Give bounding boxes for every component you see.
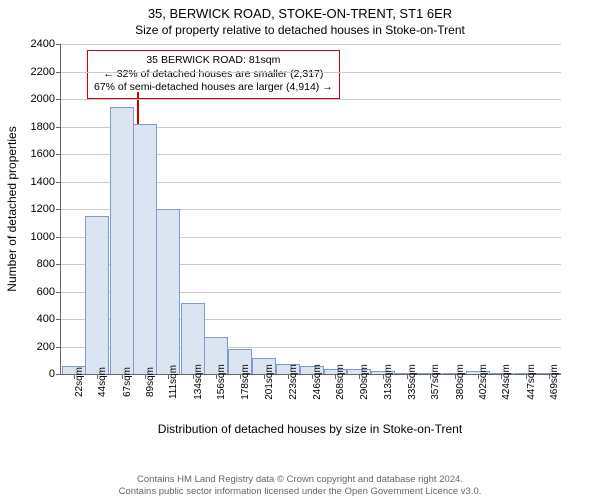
y-tick-label: 600 — [37, 286, 55, 298]
footnote: Contains HM Land Registry data © Crown c… — [0, 474, 600, 498]
y-tick-label: 2200 — [31, 66, 55, 78]
histogram-bar — [133, 124, 157, 374]
annotation-line: 35 BERWICK ROAD: 81sqm — [94, 54, 333, 68]
y-tick-mark — [56, 154, 61, 155]
x-tick-label: 156sqm — [216, 364, 227, 400]
x-tick-label: 223sqm — [288, 364, 299, 400]
y-tick-mark — [56, 237, 61, 238]
histogram-plot: 35 BERWICK ROAD: 81sqm ← 32% of detached… — [60, 44, 561, 375]
x-tick-label: 380sqm — [455, 364, 466, 400]
x-tick-label: 469sqm — [549, 364, 560, 400]
y-tick-mark — [56, 99, 61, 100]
y-tick-label: 2000 — [31, 93, 55, 105]
histogram-bar — [156, 209, 180, 374]
x-tick-label: 424sqm — [501, 364, 512, 400]
x-tick-label: 201sqm — [264, 364, 275, 400]
grid-line — [61, 72, 561, 73]
page-title: 35, BERWICK ROAD, STOKE-ON-TRENT, ST1 6E… — [0, 0, 600, 21]
y-tick-mark — [56, 374, 61, 375]
y-tick-label: 1200 — [31, 203, 55, 215]
y-tick-mark — [56, 319, 61, 320]
y-tick-mark — [56, 127, 61, 128]
y-tick-label: 400 — [37, 313, 55, 325]
x-tick-label: 246sqm — [312, 364, 323, 400]
x-tick-label: 178sqm — [240, 364, 251, 400]
x-tick-label: 44sqm — [97, 367, 108, 397]
y-tick-mark — [56, 44, 61, 45]
y-tick-label: 800 — [37, 258, 55, 270]
x-tick-label: 134sqm — [193, 364, 204, 400]
x-tick-label: 268sqm — [335, 364, 346, 400]
histogram-bar — [110, 107, 134, 374]
grid-line — [61, 99, 561, 100]
annotation-line: 67% of semi-detached houses are larger (… — [94, 81, 333, 95]
x-tick-label: 290sqm — [359, 364, 370, 400]
y-tick-mark — [56, 209, 61, 210]
footnote-line: Contains public sector information licen… — [0, 486, 600, 498]
y-tick-mark — [56, 72, 61, 73]
y-tick-label: 1000 — [31, 231, 55, 243]
y-tick-label: 2400 — [31, 38, 55, 50]
x-tick-label: 402sqm — [478, 364, 489, 400]
x-tick-label: 89sqm — [145, 367, 156, 397]
annotation-line: ← 32% of detached houses are smaller (2,… — [94, 68, 333, 82]
x-tick-label: 447sqm — [526, 364, 537, 400]
y-tick-mark — [56, 292, 61, 293]
y-tick-label: 200 — [37, 341, 55, 353]
x-tick-label: 313sqm — [383, 364, 394, 400]
annotation-box: 35 BERWICK ROAD: 81sqm ← 32% of detached… — [87, 50, 340, 99]
x-tick-label: 111sqm — [168, 365, 179, 399]
y-tick-label: 0 — [49, 368, 55, 380]
y-tick-label: 1600 — [31, 148, 55, 160]
histogram-bar — [85, 216, 109, 374]
grid-line — [61, 44, 561, 45]
x-axis-label: Distribution of detached houses by size … — [60, 422, 560, 436]
y-tick-mark — [56, 182, 61, 183]
y-tick-mark — [56, 347, 61, 348]
x-tick-label: 22sqm — [74, 367, 85, 397]
y-tick-label: 1800 — [31, 121, 55, 133]
x-tick-label: 357sqm — [430, 364, 441, 400]
footnote-line: Contains HM Land Registry data © Crown c… — [0, 474, 600, 486]
x-tick-label: 335sqm — [407, 364, 418, 400]
page-subtitle: Size of property relative to detached ho… — [0, 23, 600, 37]
y-tick-label: 1400 — [31, 176, 55, 188]
y-axis-label: Number of detached properties — [5, 44, 19, 374]
x-tick-label: 67sqm — [122, 367, 133, 397]
y-tick-mark — [56, 264, 61, 265]
